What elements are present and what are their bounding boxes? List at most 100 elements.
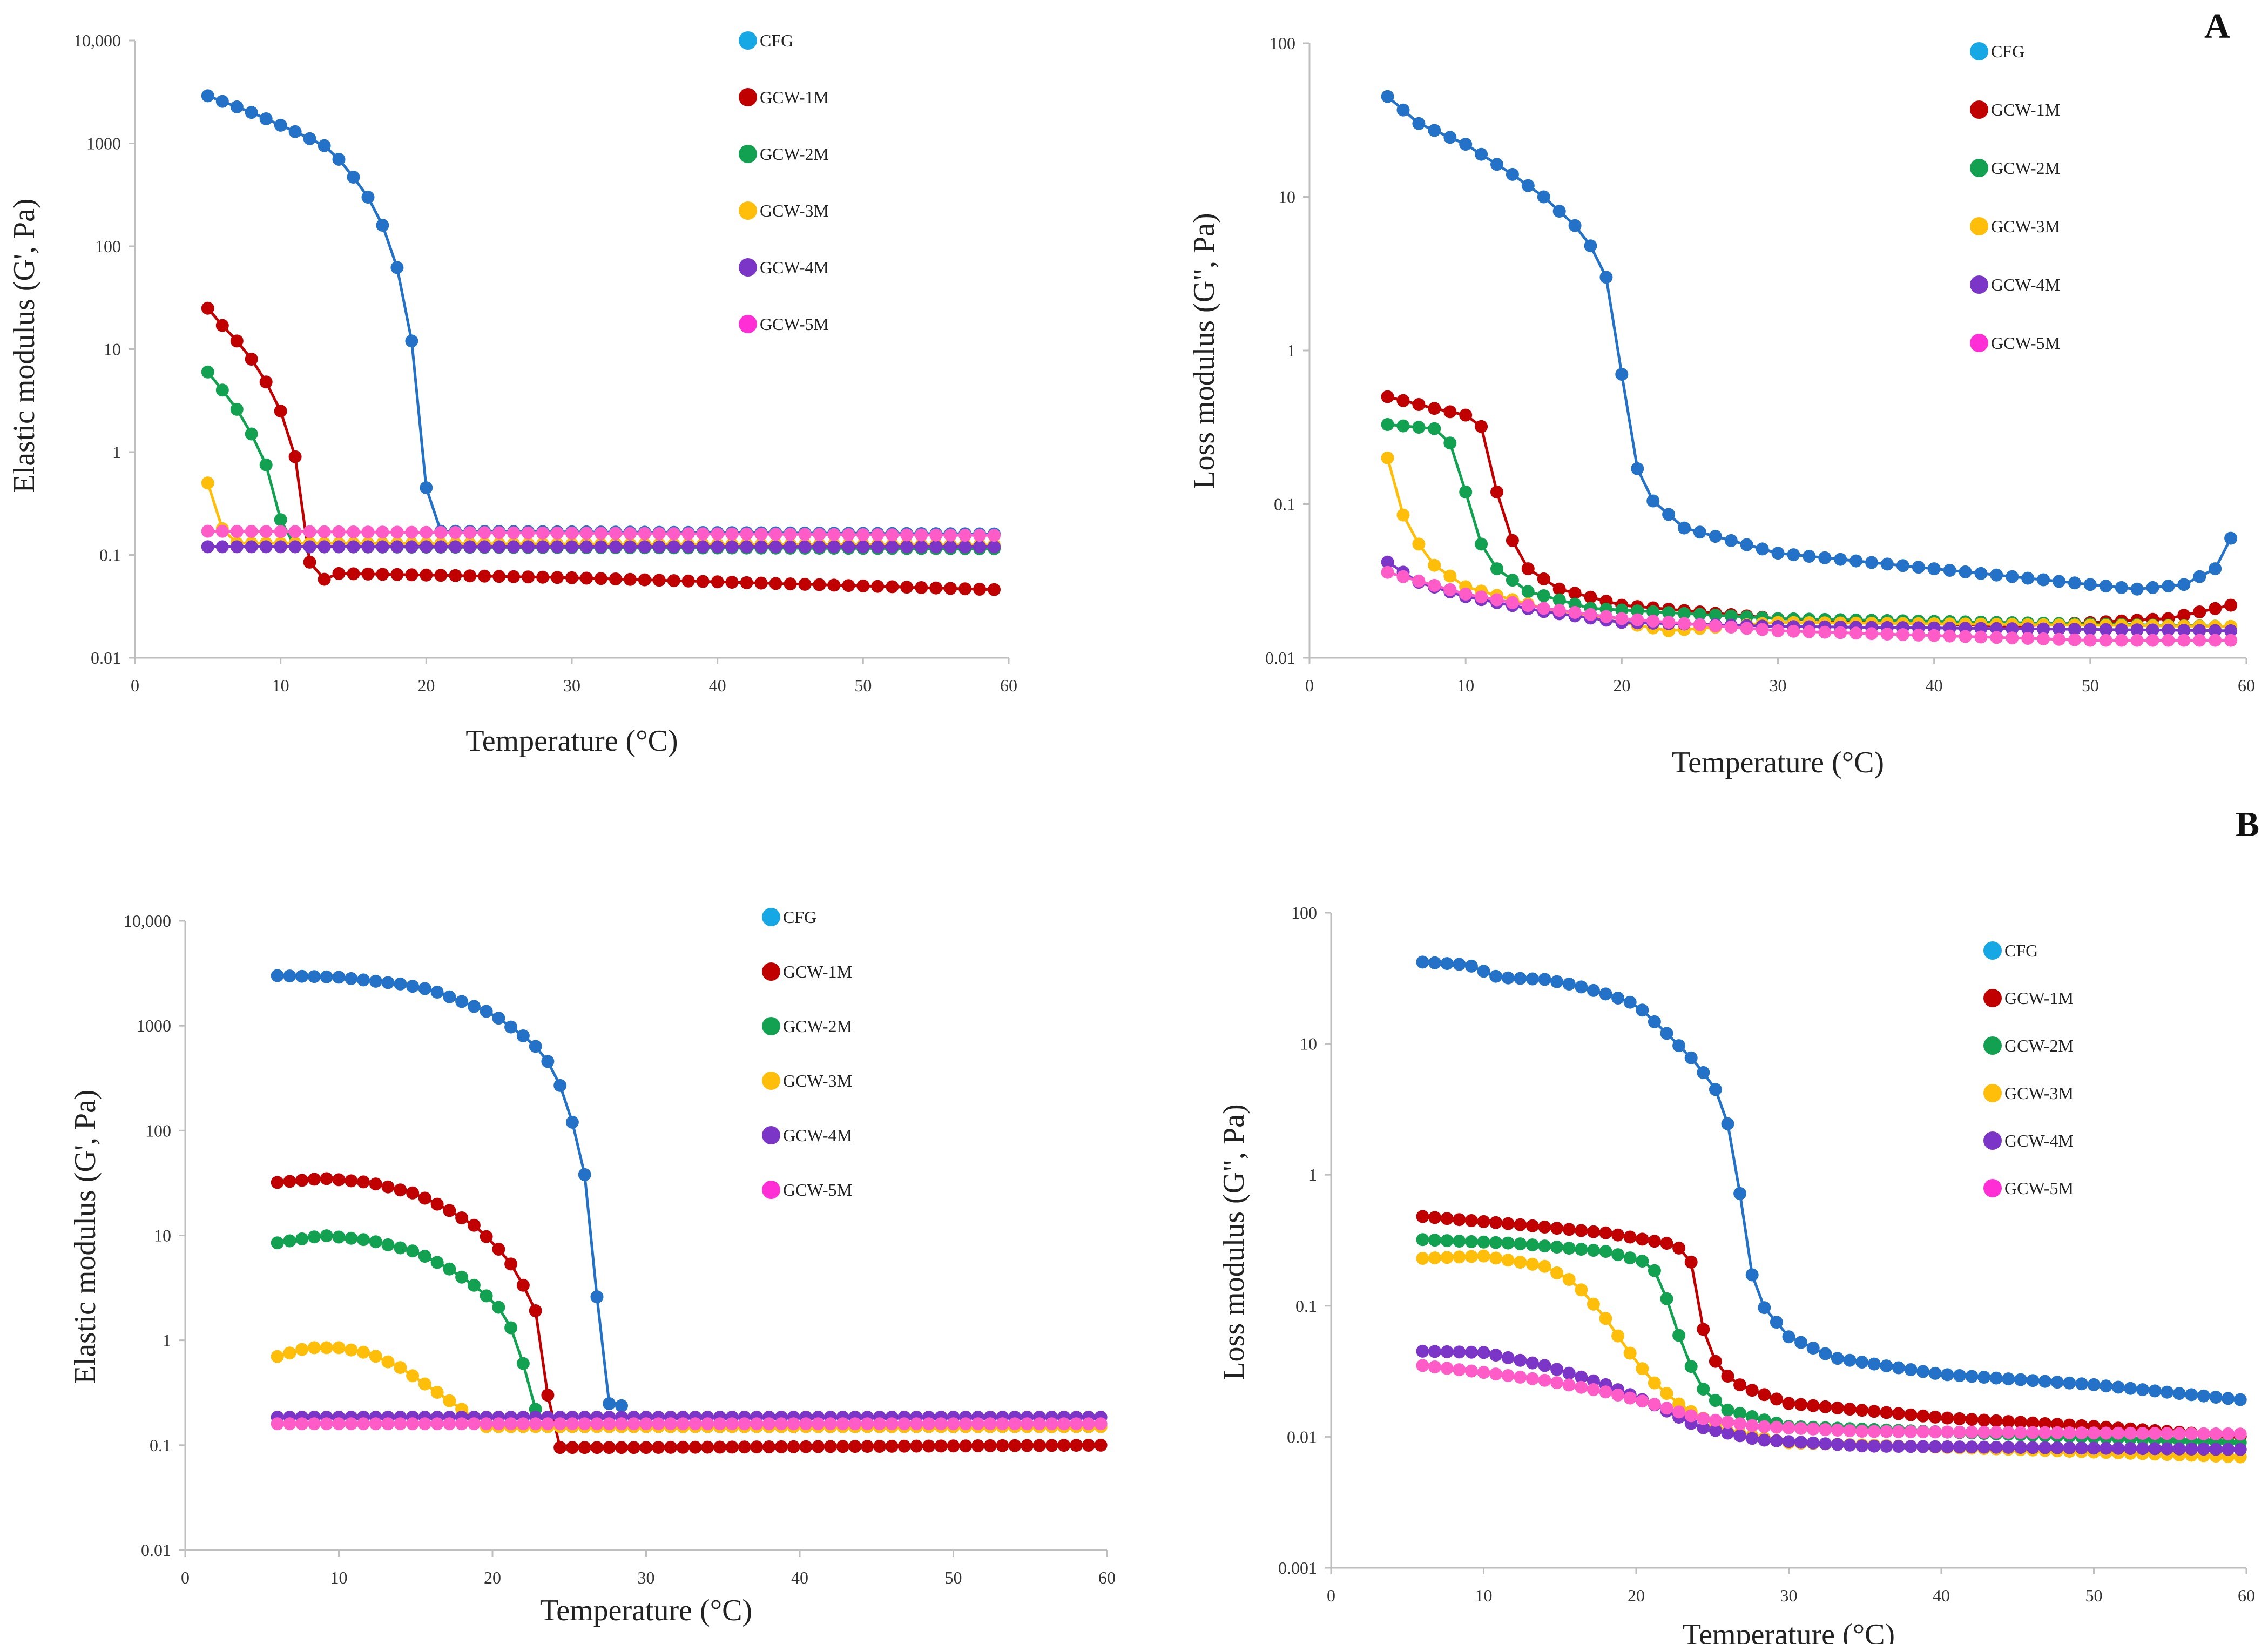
data-point-gcw-5m — [2146, 634, 2159, 647]
data-point-gcw-5m — [799, 1417, 813, 1431]
data-point-gcw-1m — [1831, 1401, 1844, 1414]
data-point-gcw-4m — [1575, 1370, 1588, 1384]
data-point-cfg — [1464, 959, 1478, 973]
data-point-gcw-4m — [1916, 1440, 1930, 1453]
data-point-gcw-2m — [381, 1238, 395, 1251]
data-point-gcw-2m — [1416, 1233, 1429, 1247]
data-point-gcw-1m — [836, 1440, 849, 1453]
data-point-gcw-5m — [762, 1417, 776, 1431]
data-point-cfg — [288, 125, 302, 138]
data-point-gcw-4m — [201, 540, 214, 554]
data-point-cfg — [2209, 562, 2222, 576]
legend: CFG GCW-1M GCW-2M GCW-3M GCW-4M GCW-5M — [739, 31, 829, 334]
data-point-gcw-4m — [1953, 1440, 1966, 1454]
data-point-gcw-2m — [245, 427, 258, 441]
data-point-gcw-5m — [842, 528, 855, 541]
data-point-gcw-4m — [638, 540, 651, 554]
data-point-gcw-1m — [754, 576, 768, 590]
data-point-cfg — [1959, 565, 1972, 578]
data-point-gcw-5m — [551, 527, 564, 540]
data-point-gcw-2m — [1381, 418, 1394, 431]
data-point-gcw-5m — [1526, 1372, 1539, 1385]
data-point-gcw-5m — [230, 524, 244, 538]
data-point-gcw-4m — [1758, 1433, 1771, 1447]
data-point-gcw-5m — [357, 1417, 370, 1431]
data-point-cfg — [394, 977, 407, 991]
data-point-gcw-1m — [871, 580, 885, 593]
data-point-gcw-3m — [283, 1346, 296, 1360]
legend-marker-gcw-5m — [739, 315, 757, 333]
data-point-gcw-5m — [638, 527, 651, 540]
data-point-gcw-1m — [516, 1278, 530, 1292]
data-point-gcw-5m — [2197, 1427, 2210, 1440]
data-point-gcw-5m — [1550, 1376, 1564, 1390]
data-point-cfg — [492, 1012, 505, 1025]
data-point-gcw-2m — [1611, 1248, 1625, 1262]
data-point-cfg — [455, 995, 469, 1008]
data-point-gcw-4m — [813, 540, 826, 554]
y-tick-label: 10 — [154, 1226, 171, 1245]
legend-marker-gcw-5m — [1983, 1179, 2002, 1197]
data-point-gcw-5m — [492, 526, 506, 540]
data-point-gcw-5m — [676, 1417, 690, 1431]
data-point-cfg — [1806, 1342, 1820, 1355]
data-point-gcw-1m — [1989, 1414, 2003, 1427]
data-point-gcw-4m — [2111, 1441, 2125, 1455]
data-point-gcw-5m — [449, 526, 462, 539]
data-point-gcw-5m — [1501, 1369, 1515, 1382]
data-point-gcw-5m — [1867, 1425, 1881, 1438]
data-point-gcw-5m — [664, 1417, 677, 1431]
data-point-gcw-4m — [2172, 1442, 2186, 1456]
data-point-gcw-1m — [283, 1175, 296, 1188]
data-point-gcw-4m — [2037, 622, 2050, 636]
legend-marker-gcw-4m — [739, 258, 757, 277]
data-point-gcw-5m — [2161, 1427, 2174, 1440]
data-point-cfg — [381, 976, 395, 989]
data-point-gcw-2m — [1660, 1292, 1673, 1305]
data-point-cfg — [2115, 581, 2128, 594]
data-point-gcw-1m — [320, 1172, 333, 1185]
series-gcw-2m — [271, 1229, 1108, 1433]
data-point-gcw-5m — [480, 1417, 493, 1431]
data-point-gcw-1m — [1045, 1439, 1058, 1452]
data-point-gcw-3m — [1428, 1251, 1442, 1265]
legend-marker-gcw-2m — [739, 145, 757, 163]
data-point-gcw-5m — [873, 1417, 886, 1431]
data-point-gcw-5m — [1916, 1425, 1930, 1439]
data-point-gcw-1m — [1381, 390, 1394, 403]
data-point-gcw-4m — [1428, 1345, 1442, 1358]
data-point-gcw-5m — [274, 525, 287, 538]
data-point-gcw-2m — [1709, 1394, 1722, 1407]
data-point-gcw-5m — [787, 1417, 800, 1431]
legend: CFG GCW-1M GCW-2M GCW-3M GCW-4M GCW-5M — [1983, 941, 2074, 1198]
data-point-gcw-5m — [2136, 1426, 2149, 1440]
data-point-cfg — [2100, 1379, 2113, 1393]
data-point-cfg — [1787, 548, 1800, 562]
data-point-gcw-3m — [418, 1377, 431, 1391]
legend-label-gcw-2m: GCW-2M — [783, 1016, 852, 1036]
data-point-gcw-4m — [944, 540, 957, 554]
y-tick-label: 0.01 — [141, 1540, 171, 1560]
data-point-gcw-5m — [983, 1417, 997, 1431]
data-point-gcw-1m — [504, 1257, 518, 1271]
data-point-gcw-1m — [1782, 1397, 1796, 1410]
data-point-gcw-1m — [2039, 1417, 2052, 1430]
x-tick-label: 60 — [1098, 1568, 1116, 1587]
data-point-gcw-1m — [467, 1218, 481, 1232]
x-tick-label: 60 — [2238, 676, 2255, 695]
data-point-gcw-4m — [1989, 1440, 2003, 1454]
data-point-gcw-5m — [2050, 1426, 2064, 1439]
data-point-gcw-5m — [516, 1417, 530, 1431]
data-point-gcw-5m — [308, 1417, 321, 1431]
data-point-gcw-4m — [1965, 1440, 1979, 1454]
data-point-cfg — [1660, 1027, 1673, 1040]
data-point-cfg — [1684, 1051, 1698, 1064]
data-point-gcw-2m — [1599, 1245, 1612, 1258]
data-point-cfg — [1459, 138, 1473, 151]
data-point-gcw-3m — [1412, 537, 1426, 551]
data-point-gcw-5m — [478, 526, 491, 540]
data-point-cfg — [2039, 1375, 2052, 1388]
data-point-gcw-2m — [357, 1233, 370, 1247]
data-point-cfg — [1927, 562, 1941, 576]
data-point-gcw-4m — [2146, 623, 2159, 637]
